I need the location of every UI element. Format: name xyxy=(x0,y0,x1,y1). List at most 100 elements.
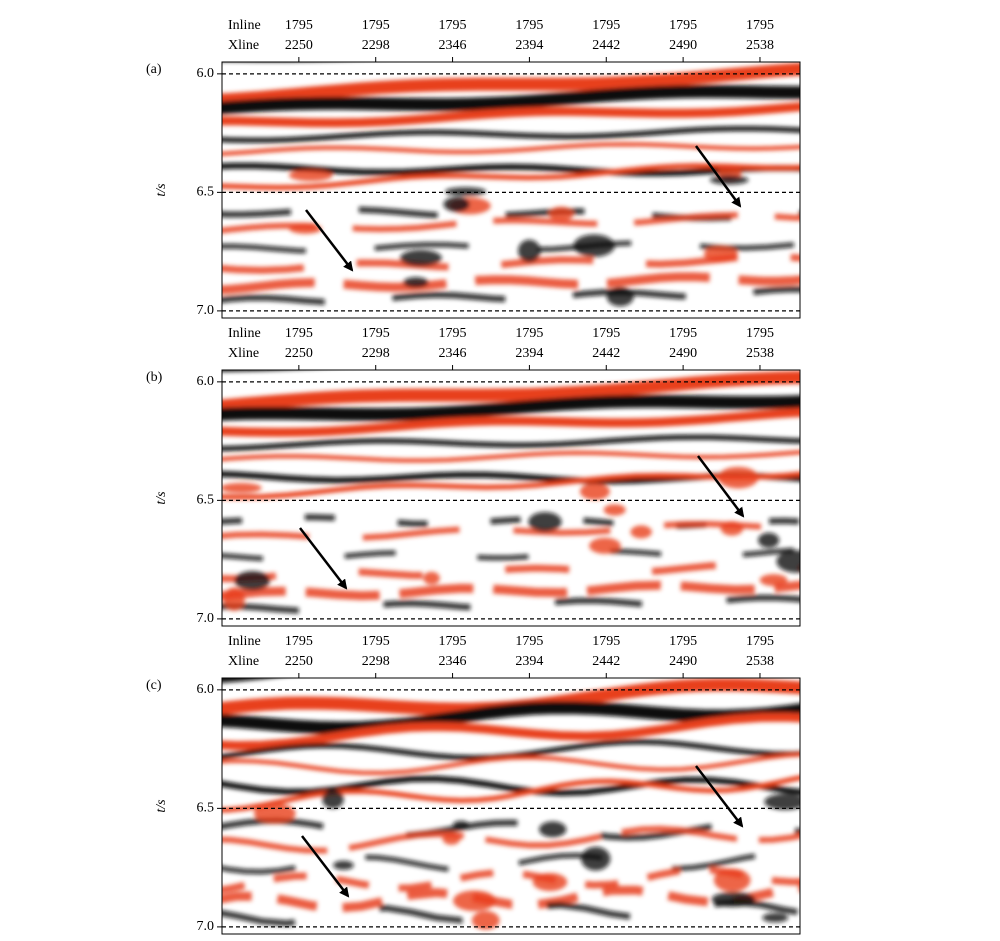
seismic-blob xyxy=(709,175,749,185)
seismic-blob xyxy=(528,512,562,532)
inline-tick-label: 1795 xyxy=(746,326,774,341)
seismic-blob xyxy=(403,277,429,288)
seismic-blob xyxy=(764,793,800,810)
seismic-event xyxy=(222,701,800,735)
x-tick-label: 2394 xyxy=(515,38,543,53)
seismic-event xyxy=(222,866,800,894)
x-tick-label: 2538 xyxy=(746,38,774,53)
y-tick-label: 6.5 xyxy=(197,185,215,200)
seismic-event xyxy=(222,817,800,841)
seismic-blob xyxy=(713,868,751,892)
x-tick-label: 2442 xyxy=(592,346,620,361)
seismic-blob xyxy=(776,550,800,573)
inline-tick-label: 1795 xyxy=(362,634,390,649)
x-tick-label: 2250 xyxy=(285,38,313,53)
panel-label: (c) xyxy=(146,678,162,693)
inline-tick-label: 1795 xyxy=(515,18,543,33)
seismic-blob xyxy=(253,803,296,824)
inline-tick-label: 1795 xyxy=(285,18,313,33)
seismic-event xyxy=(222,84,800,115)
y-tick-label: 6.5 xyxy=(197,493,215,508)
inline-tick-label: 1795 xyxy=(285,326,313,341)
seismic-blob xyxy=(720,521,744,536)
seismic-blob xyxy=(399,249,442,267)
inline-tick-label: 1795 xyxy=(515,326,543,341)
seismic-blob xyxy=(580,846,611,871)
y-axis-label: t/s xyxy=(154,799,169,813)
seismic-events xyxy=(222,678,800,930)
x-row-label: Xline xyxy=(228,654,259,669)
seismic-blob xyxy=(532,872,568,892)
y-tick-label: 7.0 xyxy=(197,303,215,318)
x-tick-label: 2538 xyxy=(746,654,774,669)
seismic-event xyxy=(222,370,800,413)
panel-label: (a) xyxy=(146,62,162,77)
seismic-event xyxy=(222,434,800,452)
seismic-event xyxy=(222,408,800,437)
seismic-events xyxy=(222,370,800,614)
seismic-blob xyxy=(579,483,610,500)
arrow xyxy=(299,527,348,590)
inline-tick-label: 1795 xyxy=(362,326,390,341)
seismic-event xyxy=(222,883,800,913)
inline-tick-label: 1795 xyxy=(592,326,620,341)
inline-tick-label: 1795 xyxy=(592,634,620,649)
x-row-label: Xline xyxy=(228,346,259,361)
panel-label: (b) xyxy=(146,370,163,385)
x-tick-label: 2298 xyxy=(362,38,390,53)
arrow xyxy=(695,765,744,828)
seismic-blob xyxy=(711,891,756,907)
seismic-events xyxy=(222,62,800,307)
x-row-label: Xline xyxy=(228,38,259,53)
arrow xyxy=(305,209,354,272)
seismic-event xyxy=(222,142,800,156)
x-row-label: Inline xyxy=(228,634,261,649)
x-tick-label: 2298 xyxy=(362,654,390,669)
seismic-event xyxy=(222,126,800,143)
seismic-blob xyxy=(423,571,440,585)
inline-tick-label: 1795 xyxy=(669,634,697,649)
seismic-blob xyxy=(442,833,461,845)
x-row-label: Inline xyxy=(228,326,261,341)
y-tick-label: 6.5 xyxy=(197,801,215,816)
seismic-blob xyxy=(518,239,541,263)
seismic-blob xyxy=(589,537,621,554)
x-tick-label: 2490 xyxy=(669,654,697,669)
seismic-blob xyxy=(289,223,322,234)
plot-frame xyxy=(221,677,801,935)
x-tick-label: 2298 xyxy=(362,346,390,361)
y-tick-label: 6.0 xyxy=(197,374,215,389)
inline-tick-label: 1795 xyxy=(592,18,620,33)
seismic-blob xyxy=(548,206,574,221)
seismic-event xyxy=(222,561,800,583)
seismic-blob xyxy=(762,913,789,923)
seismic-event xyxy=(222,102,800,128)
seismic-event xyxy=(222,162,800,177)
seismic-event xyxy=(222,514,800,529)
seismic-blob xyxy=(471,910,500,930)
seismic-event xyxy=(222,394,800,422)
seismic-event xyxy=(222,450,800,463)
y-tick-label: 6.0 xyxy=(197,682,215,697)
panel: (a) t/s Inline Xline 1795 2250 1795 2298 1795 234… xyxy=(146,18,801,319)
y-axis-label: t/s xyxy=(154,491,169,505)
seismic-blob xyxy=(452,820,470,829)
y-axis-label: t/s xyxy=(154,183,169,197)
seismic-event xyxy=(222,521,800,541)
seismic-event xyxy=(222,252,800,274)
seismic-blob xyxy=(322,789,344,809)
seismic-blob xyxy=(630,525,652,539)
x-row-label: Inline xyxy=(228,18,261,33)
seismic-event xyxy=(222,851,800,875)
seismic-blob xyxy=(703,245,738,262)
seismic-blob xyxy=(453,890,496,912)
x-tick-label: 2346 xyxy=(439,654,467,669)
plot-frame xyxy=(221,369,801,627)
seismic-blob xyxy=(443,196,470,212)
inline-tick-label: 1795 xyxy=(439,634,467,649)
arrow xyxy=(697,455,745,518)
seismic-blob xyxy=(759,574,788,587)
seismic-event xyxy=(222,580,800,601)
inline-tick-label: 1795 xyxy=(515,634,543,649)
